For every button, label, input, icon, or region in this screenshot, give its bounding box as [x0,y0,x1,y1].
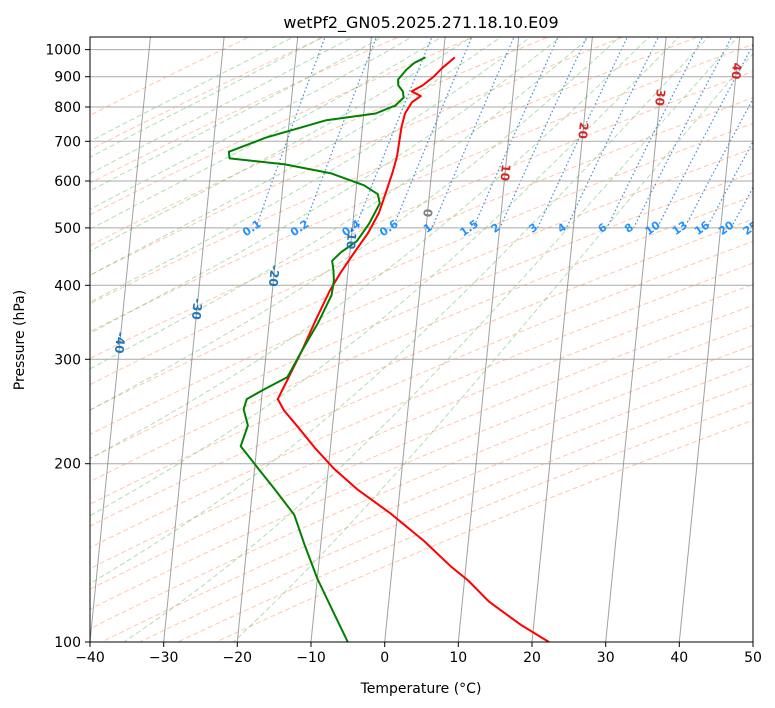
isotherm-line [531,37,593,642]
isotherm-line [163,37,225,642]
x-tick-label: 0 [380,650,389,666]
chart-title: wetPf2_GN05.2025.271.18.10.E09 [283,13,558,33]
isotherm-line [678,37,741,642]
dry-adiabat [90,172,753,459]
mixing-ratio-line [537,37,629,229]
x-tick-label: −30 [149,650,179,666]
x-tick-label: −10 [296,650,326,666]
y-tick-label: 600 [54,174,81,190]
isotherm-line [605,37,667,642]
y-axis-label: Pressure (hPa) [12,290,28,390]
profile-lines [227,56,550,642]
y-tick-label: 800 [54,100,81,116]
dry-adiabat [90,195,753,483]
mixing-ratio-line [303,37,378,229]
mixing-ratio-line [354,37,433,229]
profile-line [227,56,426,642]
dry-adiabat [90,122,753,411]
x-axis-label: Temperature (°C) [360,681,482,697]
moist-adiabat [90,37,621,411]
isobars [90,49,753,642]
y-tick-label: 500 [54,221,81,237]
y-tick-label: 100 [54,635,81,651]
mixing-ratio-line [499,37,588,229]
isotherm-label: -40 [112,331,128,354]
x-tick-label: −20 [223,650,253,666]
profile-line [276,56,550,642]
isotherm-label: 40 [729,62,745,80]
dry-adiabat [90,283,753,570]
y-tick-label: 700 [54,134,81,150]
isotherm-label: 20 [575,121,591,139]
moist-adiabat [90,37,413,210]
x-tick-label: −40 [75,650,105,666]
x-tick-label: 30 [597,650,615,666]
x-tick-label: 40 [670,650,688,666]
plot-area: 0.10.20.40.611.52346810131620253036-100-… [90,37,753,642]
y-tick-label: 300 [54,352,81,368]
mixing-ratio-line [633,37,733,229]
y-axis: 100 200 300 400 500 600 700 800 900 1000 [45,43,90,651]
isotherm-line [384,37,446,642]
isotherm-line [236,37,299,642]
dry-adiabat [90,240,753,527]
mixing-ratio-line [606,37,704,229]
dry-adiabat [90,43,753,333]
isotherm-label: -30 [189,297,205,320]
x-axis: −40 −30 −20 −10 0 10 20 30 40 50 [75,642,762,666]
y-tick-label: 900 [54,70,81,86]
isotherm-label: 30 [652,88,668,106]
isotherm-line [310,37,372,642]
dry-adiabat [90,262,753,549]
x-tick-label: 20 [523,650,541,666]
y-tick-label: 200 [54,457,81,473]
dry-adiabat [90,218,753,505]
moist-adiabat [232,52,753,642]
isotherm-line [457,37,520,642]
moist-adiabat [90,37,532,303]
isotherm-label: -20 [266,264,282,287]
isotherm-line [90,37,151,642]
dry-adiabat [90,147,753,435]
y-tick-label: 400 [54,278,81,294]
mixing-ratio-line [255,37,326,229]
isotherms [90,37,753,642]
y-tick-label: 1000 [45,43,81,59]
x-tick-label: 50 [744,650,762,666]
isotherm-label: 0 [420,208,435,218]
mixing-ratio-lines [255,37,753,229]
isotherm-label: -10 [343,227,359,250]
isotherm-label: 10 [497,164,513,182]
x-tick-label: 10 [449,650,467,666]
plot-frame [89,36,754,643]
mixing-ratio-line [656,43,753,229]
